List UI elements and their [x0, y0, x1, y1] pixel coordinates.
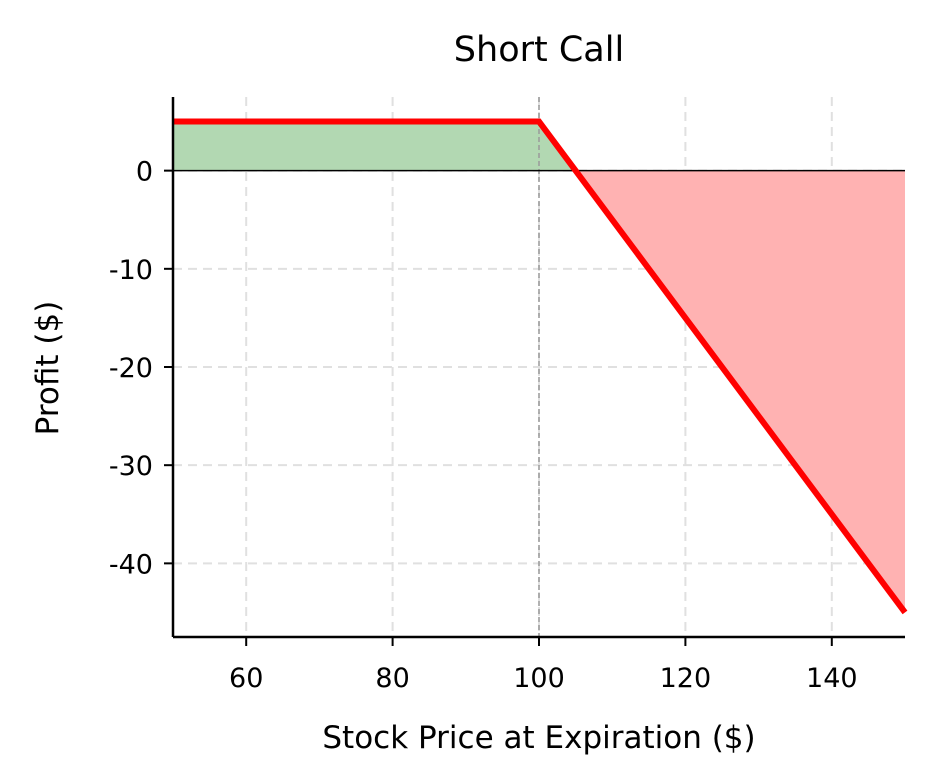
x-tick-label-60: 60 — [229, 663, 263, 694]
y-tick-label-0: 0 — [136, 157, 153, 188]
y-tick-label-neg40: -40 — [109, 549, 153, 580]
reference-lines — [173, 97, 905, 637]
axes — [164, 97, 905, 646]
y-tick-label-neg10: -10 — [109, 255, 153, 286]
tick-labels: 60 80 100 120 140 0 -10 -20 -30 -40 — [109, 157, 858, 694]
y-axis-label: Profit ($) — [30, 301, 66, 436]
x-tick-label-140: 140 — [806, 663, 858, 694]
chart-title: Short Call — [454, 30, 624, 70]
x-tick-label-120: 120 — [660, 663, 712, 694]
payoff-series — [173, 118, 908, 615]
payoff-line — [173, 118, 908, 615]
profit-region — [173, 121, 576, 171]
y-tick-label-neg20: -20 — [109, 353, 153, 384]
x-axis-label: Stock Price at Expiration ($) — [322, 720, 755, 756]
x-tick-label-80: 80 — [375, 663, 409, 694]
x-tick-label-100: 100 — [513, 663, 565, 694]
y-tick-label-neg30: -30 — [109, 451, 153, 482]
